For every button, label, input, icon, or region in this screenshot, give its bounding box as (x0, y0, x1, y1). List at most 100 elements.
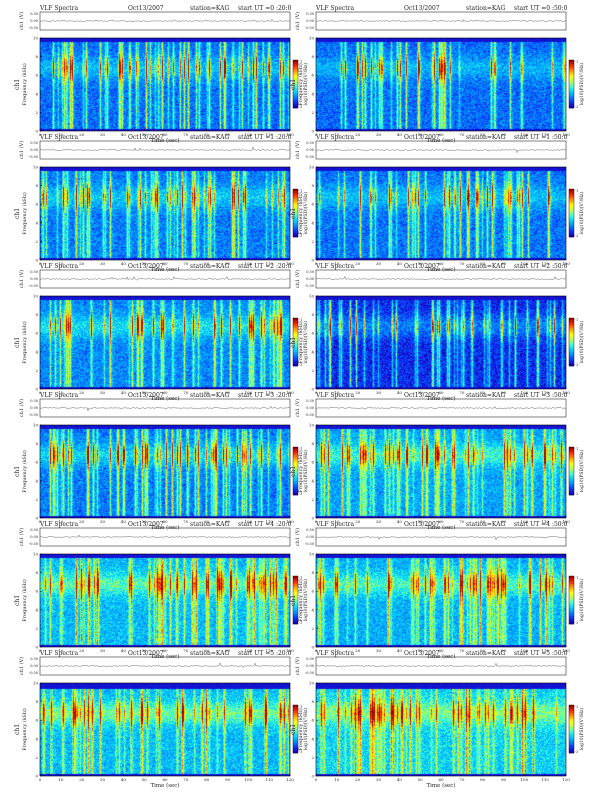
colorbar-segment (293, 477, 298, 480)
waveform-frame (315, 11, 567, 31)
waveform-tick-label: 0.00 (30, 535, 38, 539)
y-axis-channel-label: ch1 (14, 79, 21, 90)
x-tick-label: 10 (334, 648, 340, 653)
colorbar-segment (569, 78, 574, 81)
x-tick-label: 0 (315, 132, 318, 137)
colorbar-segment (293, 209, 298, 212)
y-tick-label: 2 (35, 368, 38, 373)
x-tick-label: 110 (541, 390, 549, 395)
colorbar-segment (569, 584, 574, 587)
x-tick-label: 100 (521, 261, 529, 266)
colorbar-tick-label: -1 (299, 318, 302, 322)
x-tick-label: 110 (541, 132, 549, 137)
x-tick-label: 110 (265, 390, 273, 395)
colorbar-segment (569, 229, 574, 232)
colorbar-segment (293, 102, 298, 105)
y-tick-label: 2 (311, 497, 314, 502)
panel-station: station=KAG (190, 263, 229, 270)
colorbar-segment (293, 469, 298, 472)
x-tick-label: 20 (79, 519, 85, 524)
colorbar-segment (293, 463, 298, 466)
x-tick-label: 60 (438, 132, 444, 137)
colorbar-segment (569, 96, 574, 99)
x-tick-label: 60 (438, 261, 444, 266)
y-tick-label: 10 (309, 552, 315, 557)
colorbar-segment (569, 709, 574, 712)
waveform-trace (39, 146, 291, 151)
x-tick-label: 40 (397, 390, 403, 395)
colorbar-segment (293, 60, 298, 63)
colorbar-segment (569, 612, 574, 615)
colorbar-segment (569, 473, 574, 476)
colorbar-segment (569, 449, 574, 452)
x-tick-label: 60 (438, 519, 444, 524)
colorbar-tick-label: -3 (299, 105, 302, 109)
waveform-tick-label: -0.50 (305, 284, 314, 288)
waveform-tick-label: -0.50 (29, 284, 38, 288)
x-tick-label: 90 (501, 261, 507, 266)
waveform-tick-label: -0.50 (29, 413, 38, 417)
x-tick-label: 120 (562, 132, 570, 137)
colorbar-segment (293, 223, 298, 226)
colorbar-segment (569, 364, 574, 367)
panel-station: station=KAG (190, 392, 229, 399)
x-tick-label: 20 (355, 261, 361, 266)
x-tick-label: 100 (521, 648, 529, 653)
x-tick-label: 100 (245, 777, 253, 782)
colorbar-segment (569, 731, 574, 734)
colorbar-segment (569, 481, 574, 484)
x-tick-label: 0 (315, 261, 318, 266)
colorbar-segment (569, 596, 574, 599)
colorbar-segment (293, 217, 298, 220)
y-axis-channel-label: ch1 (14, 595, 21, 606)
x-tick-label: 50 (142, 261, 148, 266)
y-axis-label: Frequency (kHz) (21, 450, 28, 493)
panel-date: Oct13/2007 (128, 5, 164, 12)
waveform-tick-label: -0.50 (305, 26, 314, 30)
waveform-trace (315, 19, 567, 22)
colorbar-segment (293, 205, 298, 208)
y-tick-label: 2 (311, 239, 314, 244)
x-tick-label: 30 (100, 261, 106, 266)
waveform-axis-label: ch1 (V) (294, 657, 301, 675)
colorbar-segment (569, 729, 574, 732)
colorbar-segment (293, 745, 298, 748)
colorbar-segment (293, 725, 298, 728)
colorbar-segment (569, 475, 574, 478)
panel-station: station=KAG (466, 392, 505, 399)
spectrogram-panel: VLF Spectra Oct13/2007 station=KAG start UT… (14, 392, 309, 531)
colorbar-segment (293, 596, 298, 599)
colorbar-segment (293, 487, 298, 490)
y-tick-label: 8 (35, 570, 38, 575)
y-tick-label: 4 (35, 220, 38, 225)
x-tick-label: 120 (562, 777, 570, 782)
panel-start-time: start UT =0 :20:0 (238, 5, 292, 12)
colorbar-segment (293, 104, 298, 107)
waveform-tick-label: 0.00 (306, 277, 314, 281)
colorbar-segment (569, 705, 574, 708)
y-axis-channel-label: ch1 (290, 724, 297, 735)
colorbar-segment (293, 741, 298, 744)
panel-start-time: start UT =3 :20:0 (238, 392, 292, 399)
colorbar-segment (569, 598, 574, 601)
colorbar-segment (569, 717, 574, 720)
x-tick-label: 70 (183, 132, 189, 137)
waveform-axis-label: ch1 (V) (18, 270, 25, 288)
y-tick-label: 10 (33, 294, 39, 299)
colorbar-segment (293, 622, 298, 625)
x-tick-label: 40 (397, 648, 403, 653)
x-tick-label: 70 (459, 390, 465, 395)
y-axis-label: Frequency (kHz) (297, 63, 304, 106)
x-tick-label: 0 (39, 777, 42, 782)
colorbar-segment (293, 739, 298, 742)
colorbar-segment (569, 608, 574, 611)
colorbar-frame (568, 446, 575, 496)
spectrogram-panel: VLF Spectra Oct13/2007 station=KAG start UT… (14, 5, 309, 144)
spectrogram-panel: VLF Spectra Oct13/2007 station=KAG start UT… (14, 521, 309, 660)
y-tick-label: 8 (35, 699, 38, 704)
colorbar-frame (568, 317, 575, 367)
y-tick-label: 6 (311, 202, 314, 207)
colorbar-segment (569, 455, 574, 458)
colorbar-segment (569, 586, 574, 589)
colorbar-segment (293, 336, 298, 339)
